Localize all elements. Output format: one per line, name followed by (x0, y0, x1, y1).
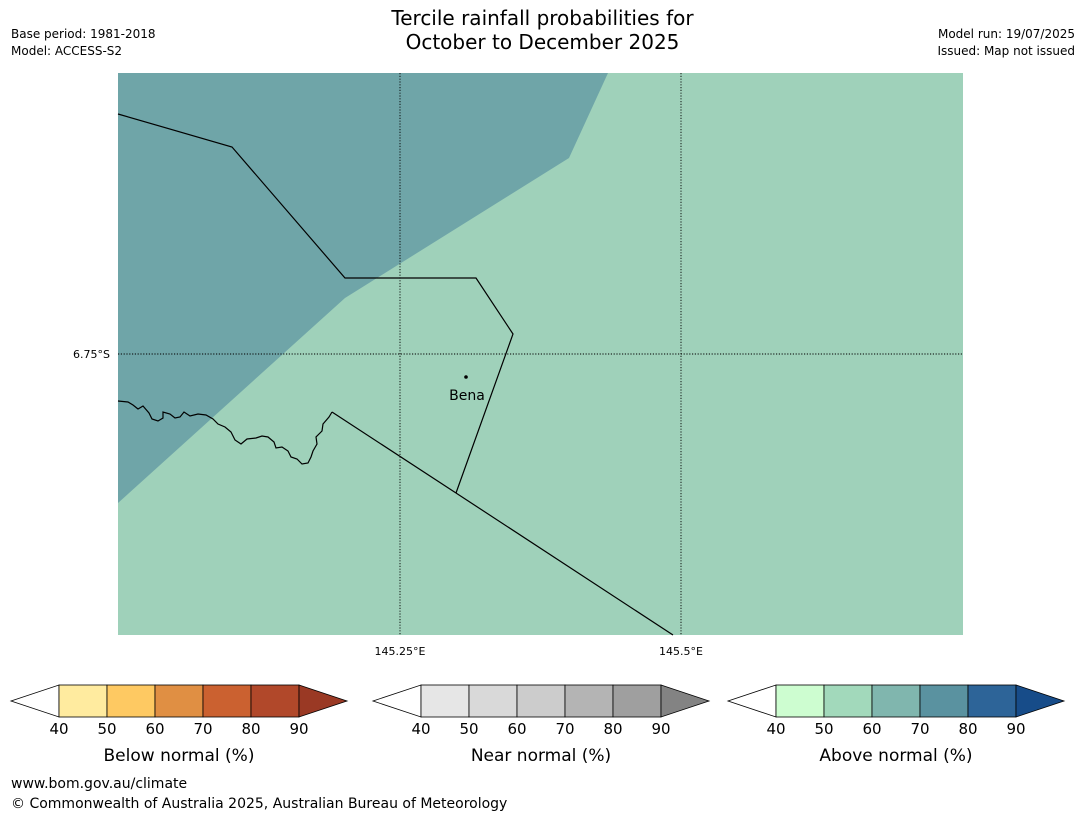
model-text: Model: ACCESS-S2 (11, 44, 123, 58)
legend-high-arrow (298, 684, 349, 718)
legend-swatch (250, 684, 300, 718)
legend-tick-label: 50 (97, 720, 116, 738)
legend-swatch (775, 684, 825, 718)
legend-swatch (58, 684, 108, 718)
legend-tick-label: 60 (507, 720, 526, 738)
province-borders (117, 113, 674, 636)
lat-label: 6.75°S (73, 348, 110, 361)
legend-title: Above normal (%) (819, 746, 972, 766)
legend-swatch (106, 684, 156, 718)
legend-swatch (564, 684, 614, 718)
legend-swatch (919, 684, 969, 718)
lon-label-145-25: 145.25°E (375, 645, 426, 658)
river-line (117, 400, 333, 465)
legend-2: 40 50 60 70 80 90 Near normal (%) (371, 684, 711, 766)
model-run-text: Model run: 19/07/2025 (937, 27, 1075, 41)
legend-swatch (420, 684, 470, 718)
map-title-line-2: October to December 2025 (405, 30, 680, 54)
legend-tick-label: 70 (555, 720, 574, 738)
legend-title: Below normal (%) (104, 746, 255, 766)
place-label-bena: Bena (449, 388, 485, 404)
legend-swatch (871, 684, 921, 718)
bena-marker-icon (464, 375, 468, 379)
legend-title: Near normal (%) (471, 746, 611, 766)
legend-low-arrow (371, 684, 422, 718)
map-title: Tercile rainfall probabilities for Octob… (0, 6, 1085, 54)
probability-region-70-80 (118, 73, 608, 503)
legend-tick-label: 80 (241, 720, 260, 738)
legend-swatch (154, 684, 204, 718)
footer-copyright: © Commonwealth of Australia 2025, Austra… (11, 796, 508, 812)
legend-tick-label: 60 (145, 720, 164, 738)
legend-tick-label: 80 (958, 720, 977, 738)
legend-low-arrow (9, 684, 60, 718)
legend-high-arrow (1015, 684, 1066, 718)
legend-tick-label: 50 (459, 720, 478, 738)
legend-tick-label: 90 (651, 720, 670, 738)
legend-tick-label: 40 (49, 720, 68, 738)
base-period-text: Base period: 1981-2018 (11, 27, 156, 41)
legend-swatch (516, 684, 566, 718)
legend-low-arrow (726, 684, 777, 718)
legend-tick-label: 70 (910, 720, 929, 738)
legend-swatch (967, 684, 1017, 718)
legend-swatch (468, 684, 518, 718)
legend-tick-label: 40 (766, 720, 785, 738)
legend-tick-label: 90 (289, 720, 308, 738)
legend-tick-label: 40 (411, 720, 430, 738)
province-border-west (331, 411, 457, 494)
issued-text: Issued: Map not issued (937, 44, 1075, 58)
legend-tick-label: 50 (814, 720, 833, 738)
legend-swatch (612, 684, 662, 718)
meta-info-right: Model run: 19/07/2025 Issued: Map not is… (937, 26, 1075, 60)
legend-3: 40 50 60 70 80 90 Above normal (%) (726, 684, 1066, 766)
province-border-south (455, 492, 674, 636)
legend-tick-label: 90 (1006, 720, 1025, 738)
legend-tick-label: 70 (193, 720, 212, 738)
footer: www.bom.gov.au/climate © Commonwealth of… (11, 774, 507, 814)
legend-tick-label: 80 (603, 720, 622, 738)
map-title-line-1: Tercile rainfall probabilities for (391, 6, 694, 30)
legend-swatch (202, 684, 252, 718)
legend-1: 40 50 60 70 80 90 Below normal (%) (9, 684, 349, 766)
map: Bena 6.75°S 145.25°E 145.5°E (73, 73, 963, 658)
footer-url: www.bom.gov.au/climate (11, 776, 188, 792)
legend-tick-label: 60 (862, 720, 881, 738)
meta-info-left: Base period: 1981-2018 Model: ACCESS-S2 (11, 26, 156, 60)
legends: 40 50 60 70 80 90 Below normal (%) 40 50 60 70 80 90… (9, 684, 1066, 766)
legend-high-arrow (660, 684, 711, 718)
lon-label-145-5: 145.5°E (659, 645, 703, 658)
province-border-north (117, 113, 514, 494)
legend-swatch (823, 684, 873, 718)
